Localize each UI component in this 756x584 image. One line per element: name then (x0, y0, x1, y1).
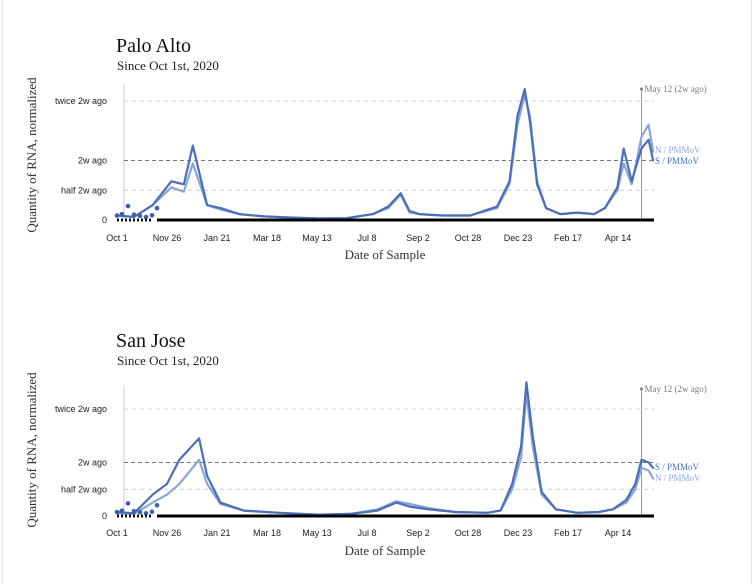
y-tick-label: 2w ago (78, 156, 107, 166)
data-point (154, 503, 160, 508)
chart-title: Palo Alto (116, 35, 191, 57)
data-point (119, 508, 125, 513)
x-tick-label: Dec 23 (504, 233, 533, 243)
x-tick-label: Sep 2 (406, 528, 430, 538)
reference-label: May 12 (2w ago) (645, 84, 707, 94)
data-point (125, 203, 131, 209)
y-tick-label: half 2w ago (61, 484, 107, 494)
data-point (131, 212, 137, 217)
x-tick-label: Mar 18 (253, 528, 281, 538)
x-tick-label: Mar 18 (253, 233, 281, 243)
data-point (131, 508, 137, 514)
reference-marker (639, 387, 644, 391)
data-point (143, 511, 149, 516)
data-point (143, 214, 149, 220)
chart-subtitle: Since Oct 1st, 2020 (117, 353, 219, 368)
page-right-border (751, 0, 752, 584)
series-line (115, 93, 655, 220)
x-tick-label: Apr 14 (605, 528, 632, 538)
y-tick-label: 0 (102, 511, 107, 521)
y-tick-label: half 2w ago (61, 185, 107, 195)
x-tick-label: Jan 21 (203, 528, 230, 538)
legend-label: N / PMMoV (655, 145, 701, 155)
series-line (115, 391, 655, 516)
x-tick-label: Jan 21 (203, 233, 230, 243)
data-point (149, 509, 155, 515)
series-line (115, 87, 655, 220)
chart-title: San Jose (116, 330, 186, 352)
data-point (149, 212, 155, 218)
legend-label: N / PMMoV (655, 473, 701, 483)
y-tick-label: twice 2w ago (55, 96, 107, 106)
x-tick-label: May 13 (302, 233, 332, 243)
x-tick-label: Oct 28 (455, 528, 482, 538)
page-left-border (2, 0, 3, 584)
reference-label: May 12 (2w ago) (645, 384, 707, 394)
data-point (119, 211, 125, 217)
x-tick-label: Oct 1 (106, 528, 128, 538)
x-axis-label: Date of Sample (345, 247, 426, 262)
data-point (137, 213, 143, 219)
data-point (125, 501, 131, 506)
chart-subtitle: Since Oct 1st, 2020 (117, 58, 219, 73)
data-point (154, 205, 160, 211)
x-tick-label: May 13 (302, 528, 332, 538)
legend-label: S / PMMoV (655, 462, 700, 472)
data-point (137, 509, 143, 515)
x-tick-label: Sep 2 (406, 233, 430, 243)
x-tick-label: Nov 26 (153, 233, 182, 243)
x-tick-label: Apr 14 (605, 233, 632, 243)
y-tick-label: twice 2w ago (55, 404, 107, 414)
y-tick-label: 2w ago (78, 458, 107, 468)
legend-label: S / PMMoV (655, 156, 700, 166)
x-axis-label: Date of Sample (345, 543, 426, 558)
data-point (114, 509, 120, 515)
x-tick-label: Feb 17 (554, 233, 582, 243)
y-tick-label: 0 (102, 215, 107, 225)
y-axis-label: Quantity of RNA, normalized (24, 372, 39, 528)
series-line (115, 381, 655, 516)
x-tick-label: Oct 1 (106, 233, 128, 243)
y-axis-label: Quantity of RNA, normalized (24, 77, 39, 233)
x-tick-label: Jul 8 (357, 528, 376, 538)
x-tick-label: Jul 8 (357, 233, 376, 243)
x-tick-label: Oct 28 (455, 233, 482, 243)
x-tick-label: Nov 26 (153, 528, 182, 538)
x-tick-label: Dec 23 (504, 528, 533, 538)
x-tick-label: Feb 17 (554, 528, 582, 538)
reference-marker (639, 87, 644, 91)
data-point (114, 213, 120, 218)
